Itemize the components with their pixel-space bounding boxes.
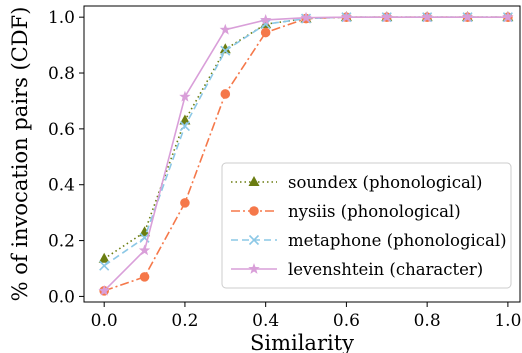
legend-swatch-marker — [248, 176, 260, 186]
data-point — [421, 11, 433, 23]
y-tick-label: 1.0 — [48, 8, 75, 28]
data-point — [220, 45, 231, 56]
data-point — [381, 11, 393, 23]
series-4 — [98, 11, 514, 296]
x-tick-label: 1.0 — [494, 311, 521, 331]
y-tick-label: 0.6 — [48, 120, 75, 140]
x-tick-label: 0.0 — [91, 311, 118, 331]
x-tick-label: 0.6 — [333, 311, 360, 331]
legend-swatch-marker — [249, 206, 259, 216]
data-point — [260, 27, 271, 38]
data-point — [219, 43, 231, 54]
x-axis-title: Similarity — [250, 331, 354, 353]
legend-entry: soundex (phonological) — [231, 173, 483, 192]
data-point — [98, 252, 110, 263]
legend-swatch-marker — [248, 234, 260, 246]
data-point — [461, 11, 474, 23]
data-point — [180, 198, 190, 208]
data-point — [259, 13, 272, 25]
y-axis: 0.0 0.2 0.4 0.6 0.8 1.0 — [48, 8, 84, 307]
plot-frame — [83, 5, 521, 303]
data-point — [139, 226, 151, 237]
data-point — [220, 89, 231, 99]
data-point — [502, 11, 514, 23]
data-point — [138, 244, 151, 256]
y-tick-label: 0.0 — [48, 287, 75, 307]
legend-label: soundex (phonological) — [288, 173, 483, 192]
data-point — [300, 11, 312, 23]
legend-label: levenshtein (character) — [288, 260, 483, 279]
x-tick-label: 0.8 — [414, 311, 441, 331]
plot-area — [83, 5, 521, 303]
data-point — [98, 284, 110, 296]
x-tick-label: 0.2 — [171, 311, 198, 331]
series-line — [103, 16, 508, 260]
y-tick-label: 0.8 — [48, 64, 75, 84]
y-tick-label: 0.4 — [48, 176, 75, 196]
data-point — [179, 121, 190, 132]
legend-entry: nysiis (phonological) — [231, 202, 461, 221]
data-point — [179, 90, 191, 102]
legend-box — [221, 162, 512, 289]
data-point — [219, 23, 231, 35]
y-axis-title: % of invocation pairs (CDF) — [8, 7, 32, 302]
x-tick-label: 0.4 — [252, 311, 279, 331]
data-point — [99, 260, 110, 271]
x-axis: 0.0 0.2 0.4 0.6 0.8 1.0 — [91, 302, 521, 331]
legend-label: metaphone (phonological) — [288, 231, 507, 250]
legend-swatch-marker — [248, 263, 260, 274]
legend: soundex (phonological) nysiis (phonologic… — [221, 162, 512, 289]
legend-entry: metaphone (phonological) — [231, 231, 507, 250]
data-point — [179, 114, 191, 125]
y-tick-label: 0.2 — [48, 232, 75, 252]
data-point — [139, 272, 150, 282]
legend-label: nysiis (phonological) — [288, 202, 461, 221]
legend-entry: levenshtein (character) — [231, 260, 483, 279]
data-point — [340, 11, 353, 23]
